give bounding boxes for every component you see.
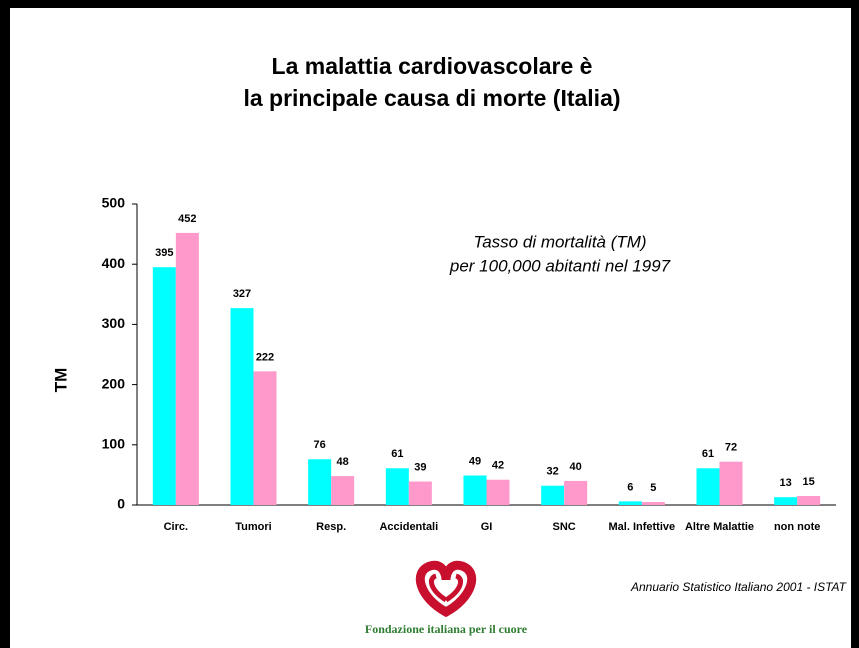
data-label: 72 [725,442,737,454]
source: Annuario Statistico Italiano 2001 - ISTA… [630,580,848,594]
bar [253,371,277,505]
x-tick-label: Resp. [316,521,347,533]
data-label: 327 [233,288,251,300]
annotation: per 100,000 abitanti nel 1997 [449,256,671,275]
y-tick-label: 300 [102,315,126,331]
chart-title: La malattia cardiovascolare è [272,53,593,79]
x-tick-label: SNC [552,521,576,533]
data-label: 32 [547,466,559,478]
bar [641,501,665,505]
x-tick-label: Tumori [235,521,272,533]
bar [463,475,487,505]
data-label: 49 [469,455,481,467]
data-label: 15 [803,476,815,488]
x-tick-label: Circ. [163,521,189,533]
data-label: 61 [702,448,714,460]
x-tick-label: Mal. Infettive [608,521,676,533]
x-tick-label: non note [773,521,821,533]
logo-text: Fondazione italiana per il cuore [365,622,528,636]
data-label: 5 [650,482,656,494]
bar [308,459,332,505]
bar [230,308,254,505]
data-label: 48 [337,456,349,468]
logo [415,560,477,618]
bar [331,476,355,505]
x-tick-label: Altre Malattie [684,521,755,533]
data-label: 61 [391,448,403,460]
bar [774,497,798,505]
data-label: 222 [256,351,274,363]
x-tick-label: GI [480,521,493,533]
slide-background [10,8,851,648]
data-label: 40 [570,461,582,473]
bar [696,468,720,505]
y-axis-label: TM [51,368,70,393]
data-label: 6 [627,481,633,493]
bar [486,479,510,505]
y-tick-label: 0 [117,496,125,512]
y-tick-label: 100 [102,436,126,452]
bar [152,267,176,505]
y-tick-label: 200 [102,375,126,391]
bar [385,468,409,505]
y-tick-label: 400 [102,255,126,271]
bar [719,461,743,505]
bar [408,481,432,505]
data-label: 13 [780,477,792,489]
bar [564,480,588,505]
data-label: 76 [314,439,326,451]
x-tick-label: Accidentali [379,521,439,533]
bar [175,232,199,505]
y-tick-label: 500 [102,195,126,211]
data-label: 42 [492,460,504,472]
bar [618,501,642,505]
bar [797,495,821,505]
data-label: 395 [155,247,173,259]
data-label: 452 [178,213,196,225]
annotation: Tasso di mortalità (TM) [473,232,646,251]
bar [541,485,565,505]
data-label: 39 [414,461,426,473]
chart-title: la principale causa di morte (Italia) [243,85,620,111]
